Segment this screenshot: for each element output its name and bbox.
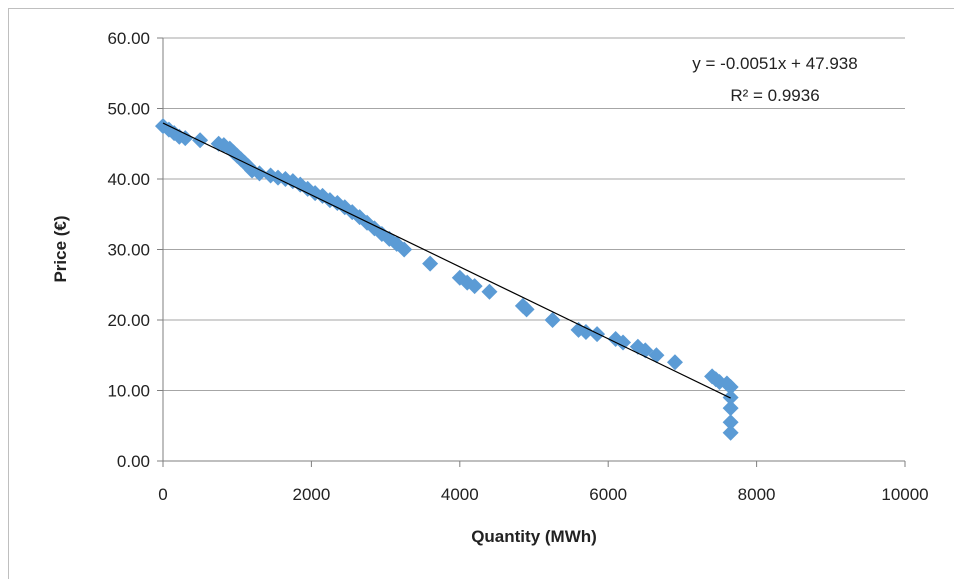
x-tick-label-5: 10000 [881,485,928,504]
trendline [162,122,731,399]
y-tick-label-3: 30.00 [107,241,150,260]
x-tick-label-2: 4000 [441,485,479,504]
y-axis-title: Price (€) [51,215,70,282]
y-tick-label-6: 60.00 [107,29,150,48]
trendline-group [162,122,731,399]
data-point-39 [481,283,498,300]
data-point-42 [544,312,561,328]
data-point-5 [192,132,209,149]
data-point-38 [466,278,483,295]
x-tick-label-3: 6000 [589,485,627,504]
data-point-34 [396,241,413,258]
y-tick-label-0: 0.00 [117,452,150,471]
x-tick-label-1: 2000 [292,485,330,504]
data-point-4 [177,130,194,147]
data-point-45 [589,326,606,343]
y-tick-label-2: 20.00 [107,311,150,330]
y-tick-labels: 0.00 10.00 20.00 30.00 40.00 50.00 60.00 [107,29,150,471]
data-point-56 [722,378,739,395]
data-point-58 [722,400,739,417]
gridlines [157,37,905,462]
data-point-41 [518,301,535,318]
data-point-44 [577,323,594,340]
data-point-47 [615,334,632,351]
data-point-59 [722,414,739,431]
data-point-35 [422,255,439,272]
x-axis-title: Quantity (MWh) [471,527,597,546]
axes [162,38,906,467]
data-point-14 [244,162,261,179]
data-points [155,118,739,441]
trendline-equation: y = -0.0051x + 47.938 [692,54,857,73]
r-squared-label: R² = 0.9936 [730,86,819,105]
x-tick-label-4: 8000 [738,485,776,504]
y-tick-label-4: 40.00 [107,170,150,189]
chart-frame [8,8,954,579]
data-point-15 [251,165,268,182]
data-point-50 [648,347,665,364]
x-tick-labels: 0 2000 4000 6000 8000 10000 [158,485,928,504]
y-tick-label-1: 10.00 [107,382,150,401]
x-tick-label-0: 0 [158,485,167,504]
y-tick-label-5: 50.00 [107,100,150,119]
data-point-60 [722,424,739,441]
data-point-51 [666,354,683,371]
